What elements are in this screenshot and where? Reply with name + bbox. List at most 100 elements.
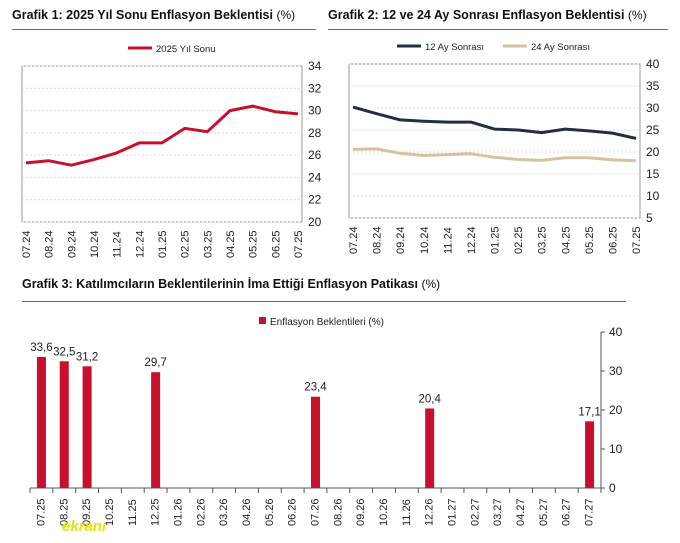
chart3-x-tick-label: 11.26	[401, 499, 413, 526]
chart2-title-text: Grafik 2: 12 ve 24 Ay Sonrası Enflasyon …	[328, 8, 625, 22]
chart1-x-tick-label: 01.25	[157, 230, 169, 258]
chart2-x-tick-label: 10.24	[419, 226, 431, 254]
chart2-series-line	[352, 147, 637, 163]
chart1-legend-label: 2025 Yıl Sonu	[156, 44, 216, 55]
chart2-legend-label: 24 Ay Sonrası	[531, 42, 590, 53]
chart1-x-tick-label: 11.24	[112, 231, 124, 258]
chart3-x-tick-label: 08.25	[58, 498, 70, 526]
chart3-x-tick-label: 10.25	[104, 498, 116, 526]
chart1-x-tick-label: 09.24	[66, 230, 78, 258]
chart3-bar-value-label: 32,5	[53, 346, 75, 358]
chart3-x-tick-label: 01.27	[447, 498, 459, 526]
chart3-bar	[59, 361, 69, 488]
chart3-title-rule	[22, 301, 626, 302]
chart2-x-tick-label: 01.25	[490, 226, 502, 254]
chart3-title-unit: (%)	[421, 277, 441, 291]
chart3-x-tick-label: 01.26	[172, 498, 184, 526]
chart3-x-tick-label: 06.27	[561, 498, 573, 526]
chart2-x-tick-label: 09.24	[395, 226, 407, 254]
chart2-x-tick-label: 05.25	[584, 226, 596, 254]
chart3-bar-value-label: 20,4	[419, 393, 442, 405]
chart3-legend-label: Enflasyon Beklentileri (%)	[270, 317, 384, 328]
chart3-x-tick-label: 12.26	[424, 498, 436, 526]
chart3-x-tick-label: 06.26	[287, 498, 299, 526]
chart3-bar	[82, 366, 92, 488]
chart3-y-tick-label: 20	[609, 403, 623, 417]
chart2-y-tick-label: 5	[646, 211, 653, 225]
chart1-x-tick-label: 06.25	[270, 230, 282, 258]
chart3-legend-swatch	[259, 317, 266, 324]
chart1-y-tick-label: 20	[308, 215, 322, 229]
chart1-x-tick-label: 10.24	[89, 230, 101, 258]
chart2-legend-label: 12 Ay Sonrası	[425, 42, 484, 53]
chart1-y-tick-label: 34	[308, 59, 322, 73]
chart3-y-tick-label: 0	[609, 481, 616, 495]
chart3-x-tick-label: 07.25	[35, 498, 47, 526]
chart2-title-rule	[328, 29, 668, 30]
chart3-x-tick-label: 02.26	[195, 498, 207, 526]
chart3-bar-value-label: 29,7	[144, 357, 166, 369]
chart3-x-tick-label: 08.26	[332, 498, 344, 526]
chart2-x-tick-label: 02.25	[513, 226, 525, 254]
chart2-title: Grafik 2: 12 ve 24 Ay Sonrası Enflasyon …	[328, 8, 647, 22]
chart1-x-tick-label: 07.25	[293, 230, 305, 258]
chart2-y-tick-label: 25	[646, 123, 660, 137]
chart2-series-line	[352, 105, 637, 140]
chart1-title-rule	[12, 29, 316, 30]
chart2-y-tick-label: 30	[646, 101, 660, 115]
chart1-y-tick-label: 28	[308, 126, 322, 140]
chart1-y-tick-label: 30	[308, 104, 322, 118]
chart2-title-unit: (%)	[627, 8, 647, 22]
chart3-bar-value-label: 33,6	[30, 342, 52, 354]
chart1-y-tick-label: 26	[308, 148, 322, 162]
chart3-x-tick-label: 11.25	[127, 499, 139, 526]
chart1-title: Grafik 1: 2025 Yıl Sonu Enflasyon Beklen…	[12, 8, 295, 22]
chart3-x-tick-label: 03.26	[218, 498, 230, 526]
chart2-x-tick-label: 03.25	[537, 226, 549, 254]
chart3-x-tick-label: 09.26	[355, 498, 367, 526]
chart1-title-unit: (%)	[276, 8, 296, 22]
chart2-x-tick-label: 08.24	[372, 226, 384, 254]
chart1-y-tick-label: 32	[308, 81, 322, 95]
chart3-x-tick-label: 02.27	[469, 498, 481, 526]
chart3-x-tick-label: 03.27	[492, 498, 504, 526]
chart3-x-tick-label: 05.27	[538, 498, 550, 526]
chart2-y-tick-label: 20	[646, 145, 660, 159]
chart3-x-tick-label: 04.26	[241, 498, 253, 526]
chart1-x-tick-label: 07.24	[21, 230, 33, 258]
chart2-y-tick-label: 35	[646, 79, 660, 93]
chart3-x-tick-label: 10.26	[378, 498, 390, 526]
chart3-y-tick-label: 40	[609, 325, 623, 339]
chart2-x-tick-label: 11.24	[442, 227, 454, 254]
chart3-x-tick-label: 07.27	[584, 498, 596, 526]
chart3-x-tick-label: 07.26	[310, 498, 322, 526]
chart2-x-tick-label: 07.24	[348, 226, 360, 254]
chart2-y-tick-label: 10	[646, 189, 660, 203]
chart3-x-tick-label: 05.26	[264, 498, 276, 526]
chart3-bar	[311, 396, 320, 488]
chart3-bar-value-label: 31,2	[76, 351, 98, 363]
chart3-title-text: Grafik 3: Katılımcıların Beklentilerinin…	[22, 277, 418, 291]
chart1-x-tick-label: 12.24	[134, 230, 146, 258]
chart1-x-tick-label: 04.25	[225, 230, 237, 258]
chart3-x-tick-label: 04.27	[515, 498, 527, 526]
chart3-x-tick-label: 09.25	[81, 498, 93, 526]
chart1-y-tick-label: 22	[308, 193, 322, 207]
chart3-bar-value-label: 17,1	[578, 406, 600, 418]
chart2-y-tick-label: 40	[646, 57, 660, 71]
chart3-title: Grafik 3: Katılımcıların Beklentilerinin…	[22, 277, 440, 291]
chart3-bar	[585, 421, 595, 488]
chart2-x-tick-label: 07.25	[631, 226, 643, 254]
chart3-bar-value-label: 23,4	[304, 382, 327, 394]
chart2-x-tick-label: 06.25	[607, 226, 619, 254]
chart3-bar	[36, 356, 46, 488]
chart1-x-tick-label: 05.25	[248, 230, 260, 258]
chart3-bar	[151, 372, 161, 488]
chart1-x-tick-label: 08.24	[44, 230, 56, 258]
chart3-x-tick-label: 12.25	[150, 498, 162, 526]
chart3-y-tick-label: 10	[609, 442, 623, 456]
chart1-title-text: Grafik 1: 2025 Yıl Sonu Enflasyon Beklen…	[12, 8, 273, 22]
